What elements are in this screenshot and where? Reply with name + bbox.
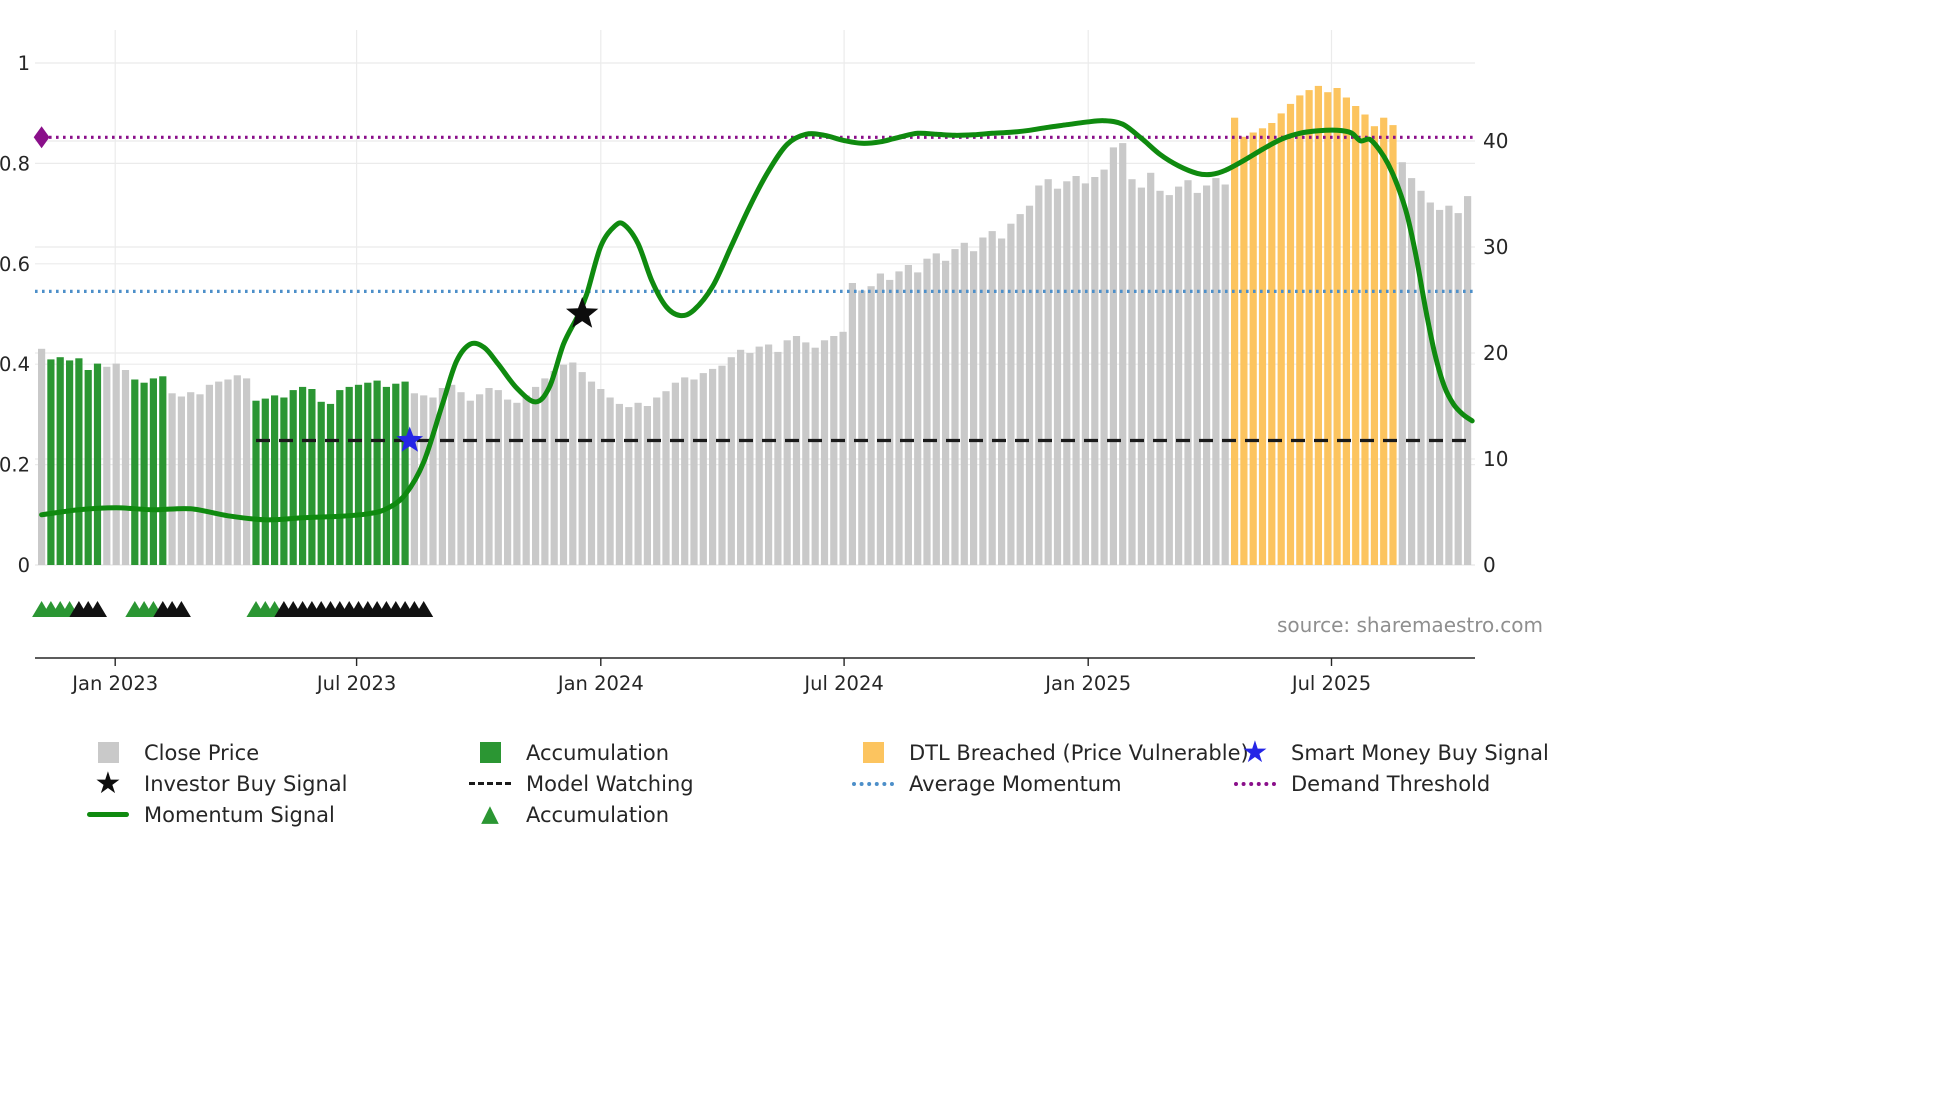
right-axis-tick-label: 10 <box>1483 447 1508 471</box>
demand-threshold-marker-diamond-icon <box>33 126 50 149</box>
legend-label: Model Watching <box>526 771 694 796</box>
legend-label: DTL Breached (Price Vulnerable) <box>909 740 1249 765</box>
investor-buy-signal-star-icon <box>566 297 599 328</box>
legend-label: Average Momentum <box>909 771 1122 796</box>
close-price-bars <box>38 85 1472 566</box>
legend-item-model-watching: Model Watching <box>467 768 694 799</box>
investor-buy-signal-star-icon: ★ <box>94 765 122 801</box>
legend-item-investor-buy-signal: ★ Investor Buy Signal <box>85 768 348 799</box>
accumulation-triangle-markers <box>32 601 434 617</box>
momentum-signal-line <box>39 118 1475 523</box>
x-tick-label: Jan 2023 <box>70 672 158 695</box>
legend-item-smart-money-buy-signal: ★ Smart Money Buy Signal <box>1232 737 1549 768</box>
smart-money-buy-signal-star-icon: ★ <box>1241 734 1269 770</box>
legend-item-demand-threshold: Demand Threshold <box>1232 768 1549 799</box>
demand-threshold-dotted-icon <box>1232 781 1278 786</box>
legend-item-dtl-breached-price-vulnerable: DTL Breached (Price Vulnerable) <box>850 737 1249 768</box>
average-momentum-dotted-icon <box>850 781 896 786</box>
source-credit: source: sharemaestro.com <box>1277 613 1543 637</box>
legend-label: Momentum Signal <box>144 802 335 827</box>
accumulation-square-icon <box>467 742 513 763</box>
legend-item-average-momentum: Average Momentum <box>850 768 1249 799</box>
price-momentum-chart: Jan 2023 Jul 2023 Jan 2024 Jul 2024 Jan 2025… <box>0 30 1508 695</box>
x-tick-label: Jan 2024 <box>556 672 644 695</box>
legend-item-accumulation: ▲ Accumulation <box>467 799 694 830</box>
momentum-signal-line-icon <box>85 812 131 817</box>
right-axis-tick-label: 0 <box>1483 553 1496 577</box>
x-tick-label: Jan 2025 <box>1043 672 1131 695</box>
legend-label: Investor Buy Signal <box>144 771 348 796</box>
right-axis-tick-label: 40 <box>1483 129 1508 153</box>
close-price-square-icon <box>85 742 131 763</box>
model-watching-dashed-icon <box>467 782 513 785</box>
legend-item-accumulation: Accumulation <box>467 737 694 768</box>
right-axis-tick-label: 20 <box>1483 341 1508 365</box>
left-axis-tick-label: 0 <box>18 554 30 577</box>
accumulation-triangle-icon: ▲ <box>481 801 499 827</box>
left-axis-tick-label: 0.4 <box>0 353 30 376</box>
legend-column-1: Close Price ★ Investor Buy Signal Momentum … <box>85 737 348 830</box>
left-axis-tick-label: 0.2 <box>0 454 30 477</box>
legend-column-2: Accumulation Model Watching ▲ Accumulation <box>467 737 694 830</box>
x-tick-label: Jul 2023 <box>315 672 396 695</box>
legend-item-momentum-signal: Momentum Signal <box>85 799 348 830</box>
left-axis-tick-label: 0.6 <box>0 253 30 276</box>
legend-label: Accumulation <box>526 740 670 765</box>
legend-label: Demand Threshold <box>1291 771 1491 796</box>
right-axis-tick-label: 30 <box>1483 235 1508 259</box>
x-tick-label: Jul 2025 <box>1290 672 1371 695</box>
legend-label: Smart Money Buy Signal <box>1291 740 1549 765</box>
smart-money-buy-signal-star-icon <box>396 426 424 452</box>
legend-label: Close Price <box>144 740 260 765</box>
axes: Jan 2023 Jul 2023 Jan 2024 Jul 2024 Jan 2025… <box>0 52 1508 695</box>
legend-column-4: ★ Smart Money Buy Signal Demand Threshold <box>1232 737 1549 799</box>
legend-label: Accumulation <box>526 802 670 827</box>
x-tick-label: Jul 2024 <box>802 672 883 695</box>
legend-column-3: DTL Breached (Price Vulnerable) Average M… <box>850 737 1249 799</box>
left-axis-tick-label: 0.8 <box>0 152 30 175</box>
legend-item-close-price: Close Price <box>85 737 348 768</box>
chart-legend: Close Price ★ Investor Buy Signal Momentum … <box>0 737 1960 867</box>
dtl-breached-price-vulnerable-square-icon <box>850 742 896 763</box>
left-axis-tick-label: 1 <box>18 52 30 75</box>
